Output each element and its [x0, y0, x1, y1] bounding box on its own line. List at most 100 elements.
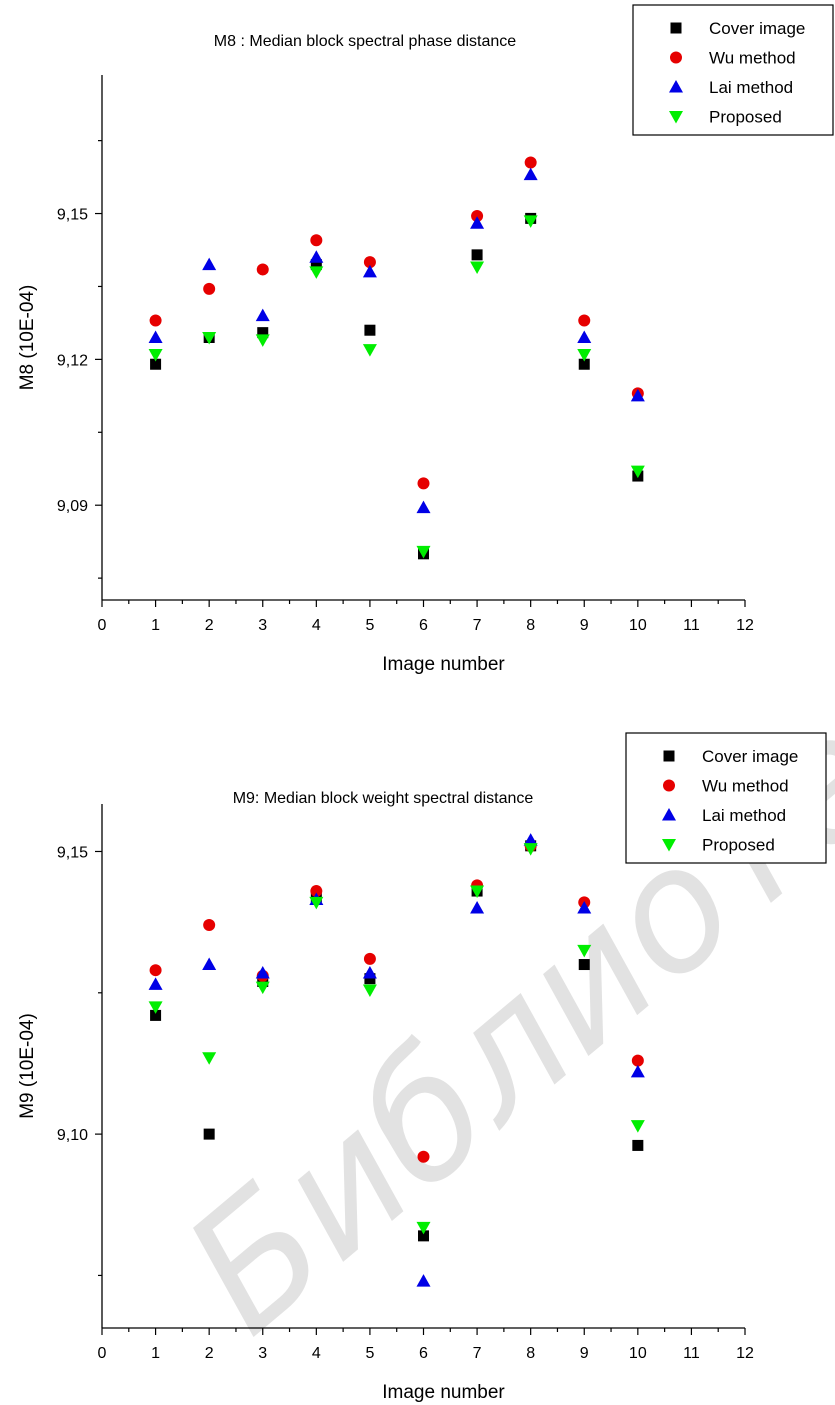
data-point [255, 966, 270, 979]
x-tick-label: 10 [629, 1345, 647, 1362]
legend-box [632, 4, 834, 136]
x-tick-label: 11 [683, 617, 700, 634]
data-point [255, 334, 270, 347]
x-tick-label: 12 [736, 1345, 754, 1362]
x-tick-label: 9 [580, 1345, 589, 1362]
legend-marker [670, 51, 682, 64]
data-point [416, 1221, 431, 1235]
data-point [203, 918, 216, 931]
data-point [471, 209, 484, 222]
data-point [524, 156, 537, 169]
data-point [363, 256, 376, 269]
data-point [577, 901, 592, 914]
data-point [202, 957, 217, 971]
legend-label: Lai method [702, 806, 786, 825]
data-point [148, 349, 163, 362]
data-point [470, 261, 485, 275]
x-tick-label: 6 [419, 1345, 428, 1362]
data-point [363, 952, 376, 965]
y-tick-label: 9,12 [57, 352, 88, 369]
data-point [364, 324, 376, 336]
data-point [148, 977, 163, 990]
x-tick-label: 6 [419, 617, 428, 634]
x-tick-label: 12 [736, 617, 754, 634]
data-point [577, 330, 592, 343]
data-point [309, 250, 324, 263]
x-tick-label: 8 [526, 1345, 535, 1362]
data-point [362, 966, 377, 979]
x-tick-label: 5 [365, 1345, 374, 1362]
data-point [202, 1052, 217, 1065]
x-axis-title: Image number [382, 654, 505, 675]
legend-label: Wu method [709, 49, 796, 68]
data-point [362, 264, 377, 278]
data-point [471, 249, 483, 261]
chart-title: M9: Median block weight spectral distanc… [233, 790, 534, 807]
data-point [149, 314, 162, 327]
data-point [632, 1139, 644, 1151]
legend-marker [662, 839, 676, 852]
data-point [631, 1054, 644, 1067]
x-tick-label: 10 [629, 617, 647, 634]
data-point [523, 833, 538, 846]
chart-title: M8 : Median block spectral phase distanc… [214, 33, 516, 50]
legend-label: Proposed [709, 108, 782, 127]
legend-marker [663, 779, 675, 792]
legend-box [625, 732, 827, 864]
legend: Cover image Wu method Lai method Proposed [632, 4, 834, 136]
y-tick-label: 9,15 [57, 844, 88, 861]
x-tick-label: 1 [151, 1345, 160, 1362]
data-point [150, 358, 162, 370]
x-tick-label: 0 [98, 617, 107, 634]
legend-marker [670, 22, 682, 34]
data-point [578, 358, 590, 370]
data-point [150, 1009, 162, 1021]
data-point [362, 344, 377, 357]
x-tick-label: 3 [258, 1345, 267, 1362]
data-point [255, 308, 270, 322]
data-point [630, 1120, 645, 1133]
data-point [416, 500, 431, 514]
legend-marker [669, 111, 683, 124]
x-tick-label: 9 [580, 617, 589, 634]
legend-marker [663, 750, 675, 762]
legend-marker [662, 808, 676, 821]
data-point [203, 282, 216, 295]
data-point [364, 973, 376, 985]
legend: Cover image Wu method Lai method Proposed [625, 732, 827, 864]
data-point [470, 885, 485, 899]
data-point [202, 257, 217, 271]
data-point [202, 332, 217, 345]
data-point [417, 1150, 430, 1163]
x-tick-label: 7 [473, 617, 482, 634]
x-tick-label: 7 [473, 1345, 482, 1362]
data-point [630, 465, 645, 479]
data-point [255, 981, 270, 995]
data-point [630, 1064, 645, 1078]
x-tick-label: 11 [683, 1345, 700, 1362]
data-point [470, 901, 485, 914]
data-point [577, 944, 592, 958]
x-tick-label: 5 [365, 617, 374, 634]
data-point [309, 266, 324, 279]
data-point [630, 388, 645, 402]
legend-marker [669, 80, 683, 93]
data-point [310, 259, 322, 271]
data-point [257, 327, 269, 339]
data-point [310, 885, 323, 898]
x-tick-label: 1 [151, 617, 160, 634]
legend-label: Wu method [702, 777, 789, 796]
y-tick-label: 9,10 [57, 1127, 88, 1144]
data-point [148, 330, 163, 343]
legend-label: Lai method [709, 78, 793, 97]
data-point [523, 843, 538, 856]
data-point [578, 959, 590, 971]
data-point [149, 964, 162, 977]
legend-label: Cover image [702, 747, 798, 766]
data-point [416, 545, 431, 559]
x-tick-label: 8 [526, 617, 535, 634]
x-tick-label: 4 [312, 617, 321, 634]
data-point [256, 263, 269, 276]
data-point [578, 314, 591, 327]
